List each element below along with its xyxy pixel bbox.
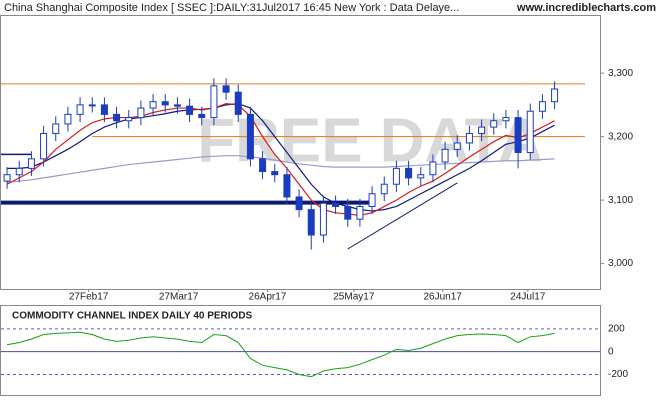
candle-body (27, 158, 35, 169)
candle-body (380, 183, 388, 195)
y-tick-label: 3,200 (608, 131, 633, 142)
candle-body (332, 202, 340, 207)
candle-body (76, 104, 84, 115)
trend-line (347, 182, 458, 250)
candle-body (514, 117, 522, 154)
candle-body (64, 113, 72, 125)
candle-body (429, 161, 437, 176)
candle-body (441, 148, 449, 163)
candle-body (307, 209, 315, 236)
candle-body (173, 104, 181, 107)
x-tick-label: 26Apr17 (249, 292, 287, 303)
candle-body (246, 113, 254, 160)
candle-body (283, 174, 291, 198)
y-tick-label: 3,100 (608, 195, 633, 206)
x-tick-label: 24Jul17 (510, 292, 545, 303)
candle-body (210, 85, 218, 119)
candle-body (149, 101, 157, 109)
candle-body (186, 105, 194, 115)
candle-body (100, 104, 108, 115)
x-tick-label: 26Jun17 (423, 292, 462, 303)
x-tick-label: 27Feb17 (69, 292, 109, 303)
candle-body (88, 104, 96, 107)
candle-body (490, 120, 498, 128)
candle-body (405, 167, 413, 179)
site-name: www.incrediblecharts.com (516, 2, 656, 14)
candle-body (502, 117, 510, 122)
candle-body (356, 205, 364, 220)
moving-average (6, 103, 555, 216)
chart-title: China Shanghai Composite Index [ SSEC ]:… (4, 2, 459, 14)
candle-body (52, 123, 60, 134)
candle-body (137, 107, 145, 119)
candle-body (259, 158, 267, 173)
candle-body (551, 88, 559, 103)
y-tick-label: 0 (608, 346, 614, 357)
candle-body (368, 193, 376, 207)
panel-title: COMMODITY CHANNEL INDEX DAILY 40 PERIODS (12, 311, 253, 322)
cci-line (6, 331, 555, 378)
candle-body (3, 174, 11, 182)
candle-body (271, 171, 279, 176)
candle-body (344, 205, 352, 220)
candle-body (453, 142, 461, 150)
candle-body (40, 132, 48, 160)
candle-body (125, 117, 133, 122)
x-tick-label: 25May17 (333, 292, 375, 303)
price-panel (0, 15, 601, 290)
candle-body (526, 110, 534, 153)
candle-body (478, 126, 486, 134)
y-tick-label: -200 (608, 369, 628, 380)
candle-body (417, 174, 425, 179)
y-tick-label: 3,300 (608, 68, 633, 79)
candle-body (295, 196, 303, 211)
candle-body (538, 101, 546, 112)
cci-panel (0, 305, 601, 396)
candle-body (15, 167, 23, 176)
candle-body (319, 202, 327, 236)
y-tick-label: 3,000 (608, 258, 633, 269)
candle-body (161, 101, 169, 106)
candle-body (465, 132, 473, 144)
watermark: FREE DATA (197, 106, 543, 175)
moving-average (7, 103, 555, 212)
candle-body (113, 113, 121, 122)
y-tick-label: 200 (608, 323, 625, 334)
candle-body (392, 167, 400, 185)
candle-body (222, 85, 230, 93)
x-tick-label: 27Mar17 (159, 292, 199, 303)
candle-body (198, 113, 206, 119)
candle-body (234, 91, 242, 115)
